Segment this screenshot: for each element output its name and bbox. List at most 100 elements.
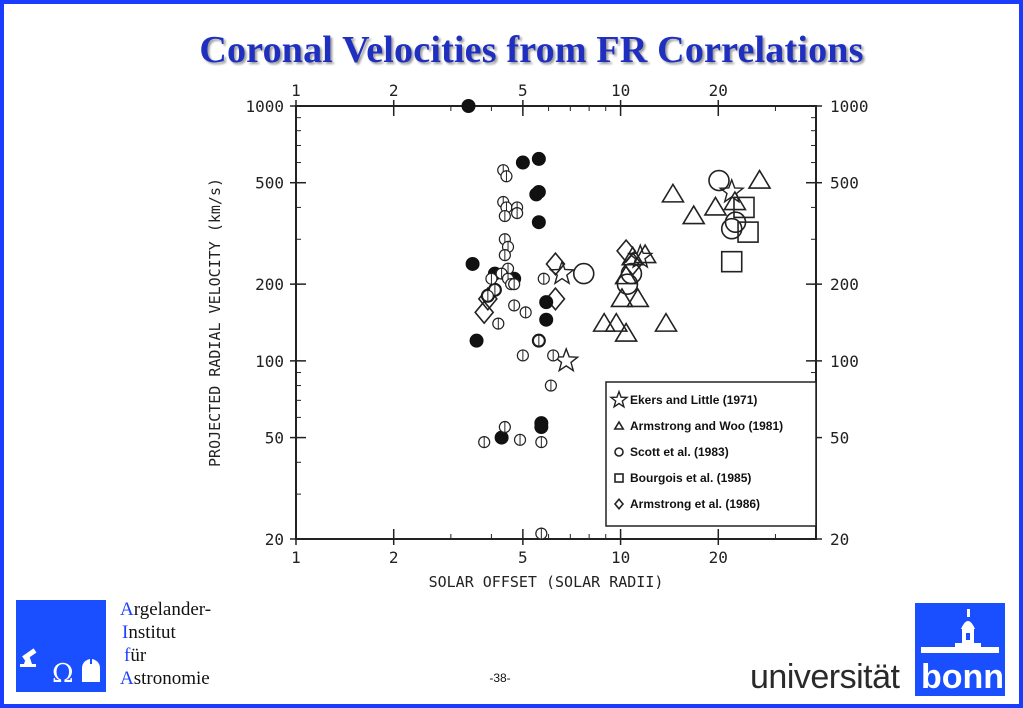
circle-point (620, 262, 643, 285)
triangle-point (633, 243, 658, 264)
institute-name: Argelander- Institut für Astronomie (120, 598, 211, 690)
legend-diamond-marker (613, 497, 625, 511)
x-tick-label-top: 10 (611, 81, 630, 100)
crossed-circle-point (492, 317, 505, 330)
y-tick-label-left: 50 (265, 429, 284, 448)
legend-label: Ekers and Little (1971) (630, 393, 757, 407)
crossed-circle-point (485, 272, 498, 285)
filled-circle-point (531, 184, 546, 199)
circle-point (572, 262, 595, 285)
crossed-circle-point (508, 299, 521, 312)
diamond-point (545, 286, 566, 311)
crossed-circle-point (547, 349, 560, 362)
y-tick-label-left: 1000 (245, 97, 284, 116)
y-tick-label-left: 100 (255, 352, 284, 371)
institute-logo: Ω (16, 600, 106, 692)
x-tick-label-bottom: 5 (518, 548, 528, 567)
castle-tower-icon (915, 603, 1005, 660)
crossed-circle-point (535, 435, 548, 449)
triangle-point (614, 321, 639, 342)
filled-circle-point (531, 215, 546, 230)
x-tick-label-top: 20 (709, 81, 728, 100)
scatter-plot: 1 1 2 2 5 5 10 10 20 20 20 20 50 50 100 100 200 200 500 500… (186, 76, 896, 598)
crossed-circle-point (500, 170, 513, 183)
legend-circle-marker (614, 447, 624, 457)
x-tick-label-top: 5 (518, 81, 528, 100)
y-tick-label-left: 500 (255, 174, 284, 193)
series-circle (572, 169, 747, 295)
triangle-point (654, 312, 678, 332)
legend-star-marker (609, 389, 629, 409)
crossed-circle-point (544, 379, 558, 392)
triangle-point (681, 204, 706, 225)
crossed-circle-point (516, 349, 529, 362)
y-tick-label-right: 200 (830, 275, 859, 294)
y-tick-label-right: 500 (830, 174, 859, 193)
filled-circle-point (539, 295, 554, 310)
legend-label: Armstrong et al. (1986) (630, 497, 760, 511)
filled-circle-point (515, 155, 530, 170)
crossed-circle-point (519, 306, 532, 319)
y-tick-label-left: 200 (255, 275, 284, 294)
triangle-point (604, 312, 629, 332)
crossed-circle-point (478, 435, 491, 449)
series-square (720, 196, 759, 273)
filled-circle-point (531, 151, 546, 166)
x-tick-label-top: 2 (389, 81, 399, 100)
triangle-point (610, 287, 634, 308)
observatory-icon (82, 658, 100, 682)
x-tick-label-bottom: 2 (389, 548, 399, 567)
telescope-icon (20, 648, 37, 667)
filled-circle-point (469, 333, 484, 348)
filled-circle-point (534, 420, 549, 435)
y-tick-label-right: 100 (830, 352, 859, 371)
crossed-circle-point (481, 289, 494, 302)
crossed-circle-point (498, 249, 511, 262)
star-point (548, 259, 576, 285)
series-star (548, 177, 746, 373)
triangle-point (747, 168, 772, 189)
crossed-circle-point (532, 334, 545, 347)
chart-svg: 1 1 2 2 5 5 10 10 20 20 20 20 50 50 100 100 200 200 500 500… (206, 81, 869, 591)
legend-box (605, 381, 817, 527)
crossed-circle-point (511, 206, 524, 220)
university-bonn: bonn (915, 658, 1005, 696)
circle-point (708, 169, 730, 192)
slide-title: Coronal Velocities from FR Correlations (199, 29, 864, 71)
square-point (737, 221, 759, 243)
crossed-circle-point (498, 209, 511, 223)
y-tick-label-right: 1000 (830, 97, 869, 116)
circle-point (720, 217, 743, 240)
filled-circle-point (539, 312, 554, 327)
x-tick-label-top: 1 (291, 81, 301, 100)
institute-logo-graphic: Ω (20, 648, 100, 689)
triangle-point (661, 182, 685, 203)
x-axis-label: SOLAR OFFSET (SOLAR RADII) (429, 573, 664, 591)
series-triangle (592, 168, 772, 342)
institute-line-2: Institut (122, 622, 176, 643)
castle-tower-graphic (921, 609, 999, 653)
series-crossed-circle (478, 164, 560, 540)
triangle-point (592, 312, 617, 332)
triangle-point (703, 195, 728, 216)
triangle-point (625, 287, 650, 308)
diamond-point (622, 251, 643, 277)
legend: Ekers and Little (1971) Armstrong and Woo… (605, 381, 817, 527)
y-tick-label-left: 20 (265, 530, 284, 549)
institute-line-3: für (124, 645, 147, 666)
diamond-point (474, 300, 495, 325)
filled-circle-point (461, 99, 476, 113)
y-tick-label-right: 50 (830, 429, 849, 448)
square-point (733, 196, 755, 219)
filled-circle-point (465, 256, 480, 271)
crossed-circle-point (498, 420, 511, 434)
page-number: -38- (489, 671, 511, 685)
crossed-circle-point (508, 278, 521, 291)
x-tick-label-bottom: 20 (709, 548, 728, 567)
omega-icon: Ω (52, 659, 74, 689)
institute-line-4: Astronomie (120, 668, 210, 689)
legend-label: Scott et al. (1983) (630, 445, 729, 459)
diamond-point (545, 251, 566, 277)
square-point (720, 250, 743, 273)
